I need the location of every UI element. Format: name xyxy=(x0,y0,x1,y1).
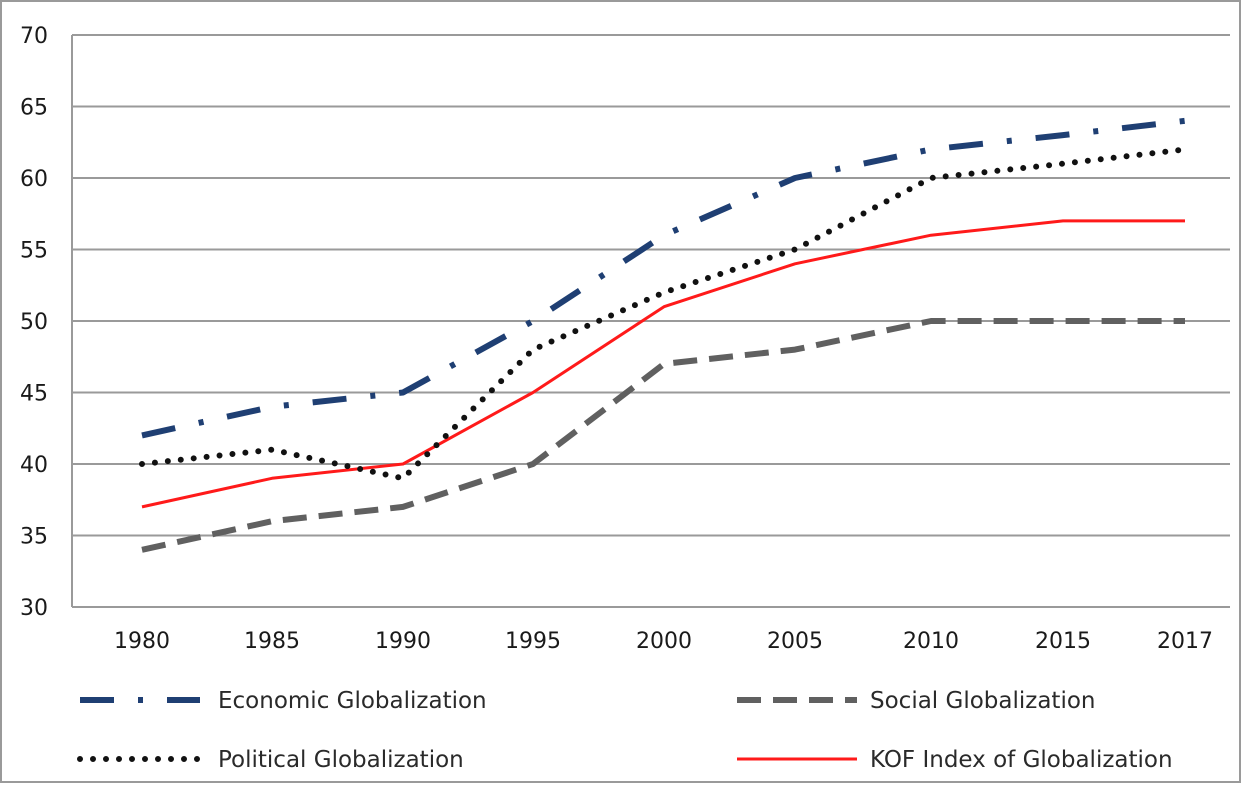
x-tick-label: 1985 xyxy=(244,629,300,654)
x-tick-label: 1990 xyxy=(375,629,431,654)
y-tick-label: 40 xyxy=(20,453,48,478)
x-tick-label: 2017 xyxy=(1157,629,1213,654)
legend-item: Political Globalization xyxy=(77,747,464,773)
x-tick-label: 2000 xyxy=(636,629,692,654)
x-tick-label: 2015 xyxy=(1035,629,1091,654)
series-line-economic-globalization xyxy=(141,117,1186,439)
x-tick-label: 2010 xyxy=(903,629,959,654)
y-tick-label: 70 xyxy=(20,24,48,49)
series-lines xyxy=(139,117,1188,553)
gridlines xyxy=(72,34,1230,608)
series-line-social-globalization xyxy=(141,318,1185,553)
y-tick-label: 60 xyxy=(20,167,48,192)
series-line-kof-index-of-globalization xyxy=(141,219,1185,509)
legend: Economic Globalization Social Globalizati… xyxy=(77,688,1173,773)
y-axis: 30 35 40 45 50 55 60 65 70 xyxy=(20,24,73,621)
x-tick-label: 1995 xyxy=(505,629,561,654)
legend-label: Economic Globalization xyxy=(218,688,487,714)
legend-label: Social Globalization xyxy=(870,688,1096,714)
legend-item: KOF Index of Globalization xyxy=(737,747,1173,773)
x-tick-label: 1980 xyxy=(114,629,170,654)
y-tick-label: 30 xyxy=(20,596,48,621)
legend-label: Political Globalization xyxy=(218,747,464,773)
x-axis: 1980 1985 1990 1995 2000 2005 2010 2015 2017 xyxy=(114,629,1213,654)
x-tick-label: 2005 xyxy=(767,629,823,654)
legend-item: Social Globalization xyxy=(737,688,1096,714)
y-tick-label: 65 xyxy=(20,96,48,121)
y-tick-label: 55 xyxy=(20,239,48,264)
series-line-political-globalization xyxy=(139,146,1188,482)
y-tick-label: 35 xyxy=(20,525,48,550)
y-tick-label: 50 xyxy=(20,310,48,335)
legend-label: KOF Index of Globalization xyxy=(870,747,1173,773)
legend-item: Economic Globalization xyxy=(80,688,487,714)
y-tick-label: 45 xyxy=(20,382,48,407)
